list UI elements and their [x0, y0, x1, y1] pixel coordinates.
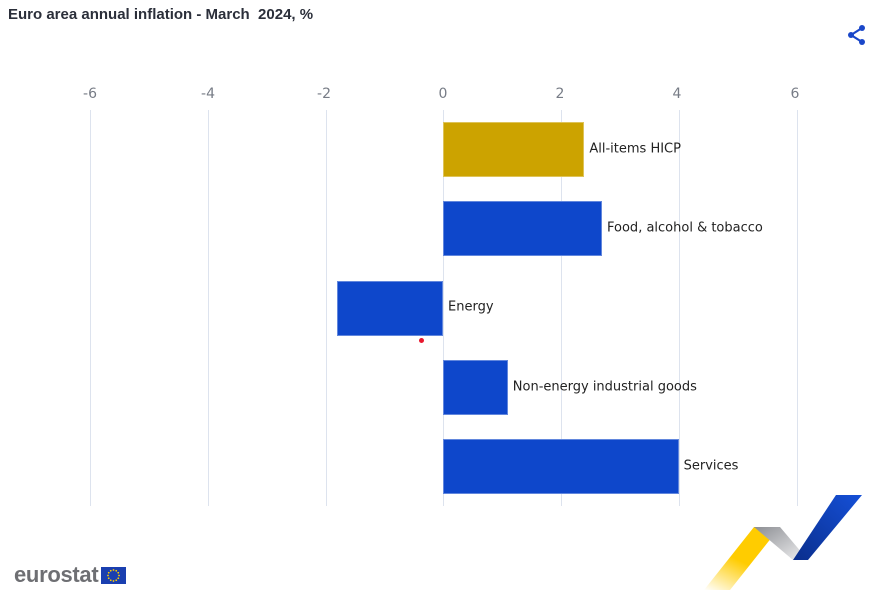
eu-flag-icon [101, 566, 127, 584]
bar-label: All-items HICP [589, 141, 681, 157]
x-tick-label: 2 [555, 86, 565, 102]
x-tick-label: -6 [83, 86, 97, 102]
bar-services[interactable] [443, 439, 679, 494]
x-tick-label: 4 [672, 86, 682, 102]
bar-all-items-hicp[interactable] [443, 122, 585, 177]
gridline [326, 110, 327, 506]
bar-label: Food, alcohol & tobacco [607, 220, 763, 236]
cursor-marker [419, 338, 424, 343]
eurostat-logo: eurostat [14, 562, 127, 588]
chart-title: Euro area annual inflation - March 2024,… [8, 6, 314, 23]
bar-energy[interactable] [336, 281, 443, 336]
logo-text: eurostat [14, 562, 99, 587]
bar-label: Non-energy industrial goods [512, 379, 697, 395]
gridline [90, 110, 91, 506]
bar-food-alcohol-tobacco[interactable] [443, 201, 603, 256]
x-tick-label: -2 [317, 86, 331, 102]
gridline [679, 110, 680, 506]
gridline [208, 110, 209, 506]
gridline [443, 110, 444, 506]
share-icon[interactable] [846, 24, 868, 46]
x-tick-label: 0 [438, 86, 448, 102]
gridline [797, 110, 798, 506]
ribbon-decoration-icon [704, 495, 862, 590]
bar-label: Services [683, 458, 739, 474]
x-tick-label: -4 [201, 86, 215, 102]
bar-label: Energy [448, 299, 494, 315]
bar-non-energy-industrial-goods[interactable] [443, 360, 508, 415]
gridline [561, 110, 562, 506]
x-tick-label: 6 [790, 86, 800, 102]
